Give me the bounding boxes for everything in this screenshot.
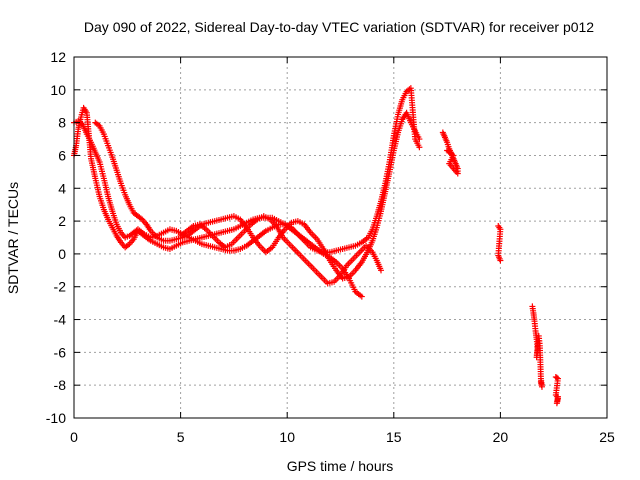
y-tick-label: 2 — [58, 213, 66, 229]
data-point — [416, 144, 423, 151]
x-tick-label: 10 — [279, 429, 295, 445]
series-track-a — [71, 104, 365, 300]
plot-border — [73, 56, 608, 419]
y-tick-label: -10 — [46, 410, 66, 426]
data-point — [497, 257, 504, 264]
data-point — [378, 267, 385, 274]
series-track-h — [552, 373, 561, 407]
y-tick-label: -8 — [54, 377, 67, 393]
axes: 0 5 10 15 20 25 -10 -8 -6 -4 -2 0 2 4 6 8 10 12 — [46, 49, 615, 445]
x-tick-label: 20 — [493, 429, 509, 445]
x-tick-label: 25 — [599, 429, 615, 445]
y-tick-label: -4 — [54, 312, 67, 328]
x-tick-label: 5 — [177, 429, 185, 445]
y-tick-label: 6 — [58, 147, 66, 163]
y-tick-label: 8 — [58, 115, 66, 131]
x-tick-label: 0 — [70, 429, 78, 445]
y-tick-label: 10 — [50, 82, 66, 98]
grid — [74, 57, 607, 418]
y-tick-label: -2 — [54, 279, 67, 295]
series-track-c — [92, 109, 423, 282]
data-marks — [71, 85, 561, 407]
series-track-g — [529, 303, 545, 390]
data-point — [444, 147, 451, 154]
y-tick-label: 12 — [50, 49, 66, 65]
chart-title: Day 090 of 2022, Sidereal Day-to-day VTE… — [84, 19, 594, 35]
y-axis-label: SDTVAR / TECUs — [5, 182, 21, 294]
x-axis-label: GPS time / hours — [287, 458, 394, 474]
data-point — [537, 378, 544, 385]
series-track-f — [495, 223, 504, 264]
data-point — [358, 293, 365, 300]
series-track-e — [439, 129, 461, 177]
data-point — [553, 374, 560, 381]
data-point — [554, 393, 561, 400]
x-tick-label: 15 — [386, 429, 402, 445]
series-track-d — [177, 213, 385, 287]
y-tick-label: -6 — [54, 344, 67, 360]
y-tick-label: 4 — [58, 180, 66, 196]
y-tick-label: 0 — [58, 246, 66, 262]
data-point — [416, 136, 423, 143]
